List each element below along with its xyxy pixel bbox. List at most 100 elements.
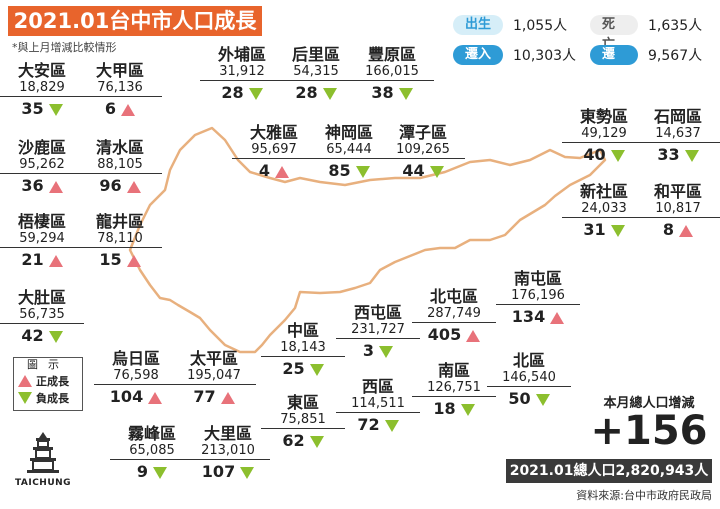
district-change: 36 [21,176,44,195]
decrease-arrow-icon [48,103,63,116]
decrease-arrow-icon [309,435,324,448]
pagoda-icon [27,432,59,473]
district-population: 59,294 [0,231,84,248]
district-name: 豐原區 [367,45,416,64]
legend-decrease-label: 負成長 [36,391,69,405]
district-population: 126,751 [412,380,496,397]
district-xi: 西區 114,511 72 [336,378,420,435]
district-name: 中區 [286,321,319,340]
district-xitun: 西屯區 231,727 3 [336,304,420,361]
district-change: 50 [508,389,531,408]
district-name: 西屯區 [353,303,402,322]
decrease-arrow-icon [610,224,625,237]
district-population: 10,817 [636,201,720,218]
move-out-label: 遷出 [590,45,639,82]
increase-arrow-icon [121,103,136,116]
decrease-arrow-icon [18,391,32,404]
decrease-arrow-icon [384,419,399,432]
page-title: 2021.01台中市人口成長概況 [8,6,262,63]
district-population: 65,085 [110,443,194,460]
birth-value: 1,055人 [513,18,568,34]
decrease-arrow-icon [355,165,370,178]
monthly-change-label: 本月總人口增減 [603,396,695,411]
district-name: 大雅區 [249,123,298,142]
district-population: 76,136 [78,80,162,97]
district-population: 65,444 [307,142,391,159]
district-houli: 后里區 54,315 28 [274,46,358,103]
district-name: 外埔區 [217,45,266,64]
decrease-arrow-icon [240,466,255,479]
district-name: 南屯區 [513,269,562,288]
district-dongshi: 東勢區 49,129 40 [562,108,646,165]
district-population: 114,511 [336,396,420,413]
district-population: 176,196 [496,288,580,305]
district-nan: 南區 126,751 18 [412,362,496,419]
district-heping: 和平區 10,817 8 [636,183,720,240]
district-name: 潭子區 [398,123,447,142]
district-name: 后里區 [291,45,340,64]
increase-arrow-icon [18,374,32,387]
decrease-arrow-icon [48,330,63,343]
district-taiping: 太平區 195,047 77 [172,350,256,407]
increase-arrow-icon [48,254,63,267]
district-waipu: 外埔區 31,912 28 [200,46,284,103]
move-out-stat: 遷出 9,567人 [590,44,720,82]
district-name: 太平區 [189,349,238,368]
increase-arrow-icon [126,254,141,267]
move-in-stat: 遷入 10,303人 [453,44,591,66]
data-source: 資料來源:台中市政府民政局 [576,489,712,502]
district-daya: 大雅區 95,697 4 [232,124,316,181]
increase-arrow-icon [220,391,235,404]
district-population: 287,749 [412,306,496,323]
district-shigang: 石岡區 14,637 33 [636,108,720,165]
district-change: 62 [282,431,305,450]
district-population: 56,735 [0,307,84,324]
move-out-value: 9,567人 [648,48,703,64]
district-population: 76,598 [94,368,178,385]
district-change: 35 [21,99,44,118]
district-population: 88,105 [78,157,162,174]
district-name: 東區 [286,393,319,412]
district-wufeng: 霧峰區 65,085 9 [110,425,194,482]
district-population: 231,727 [336,322,420,339]
decrease-arrow-icon [460,403,475,416]
district-change: 25 [282,359,305,378]
district-tanzi: 潭子區 109,265 44 [381,124,465,181]
comparison-note: *與上月增減比較情形 [12,41,117,54]
district-bei: 北區 146,540 50 [487,352,571,409]
district-name: 沙鹿區 [17,138,66,157]
decrease-arrow-icon [153,466,168,479]
district-change: 134 [511,307,546,326]
district-change: 18 [433,399,456,418]
district-population: 75,851 [261,412,345,429]
district-dajia: 大甲區 76,136 6 [78,62,162,119]
district-change: 28 [221,83,244,102]
logo-wordmark: TAICHUNG [14,478,72,488]
district-qingshui: 清水區 88,105 96 [78,139,162,196]
district-population: 213,010 [186,443,270,460]
district-change: 31 [583,220,606,239]
district-population: 166,015 [350,64,434,81]
district-change: 3 [362,341,375,360]
district-population: 18,143 [261,340,345,357]
decrease-arrow-icon [322,87,337,100]
legend-row-increase: 正成長 [14,372,82,389]
district-change: 107 [201,462,236,481]
district-beitun: 北屯區 287,749 405 [412,288,496,345]
district-population: 146,540 [487,370,571,387]
district-change: 72 [357,415,380,434]
district-dadu: 大肚區 56,735 42 [0,289,84,346]
district-name: 北區 [512,351,545,370]
district-population: 49,129 [562,126,646,143]
district-xinshe: 新社區 24,033 31 [562,183,646,240]
death-label: 死亡 [590,15,639,52]
district-zhong: 中區 18,143 25 [261,322,345,379]
district-change: 8 [662,220,675,239]
district-name: 北屯區 [429,287,478,306]
death-value: 1,635人 [648,18,703,34]
map-legend: 圖示 正成長 負成長 [13,357,83,411]
district-change: 9 [136,462,149,481]
district-dali: 大里區 213,010 107 [186,425,270,482]
decrease-arrow-icon [248,87,263,100]
